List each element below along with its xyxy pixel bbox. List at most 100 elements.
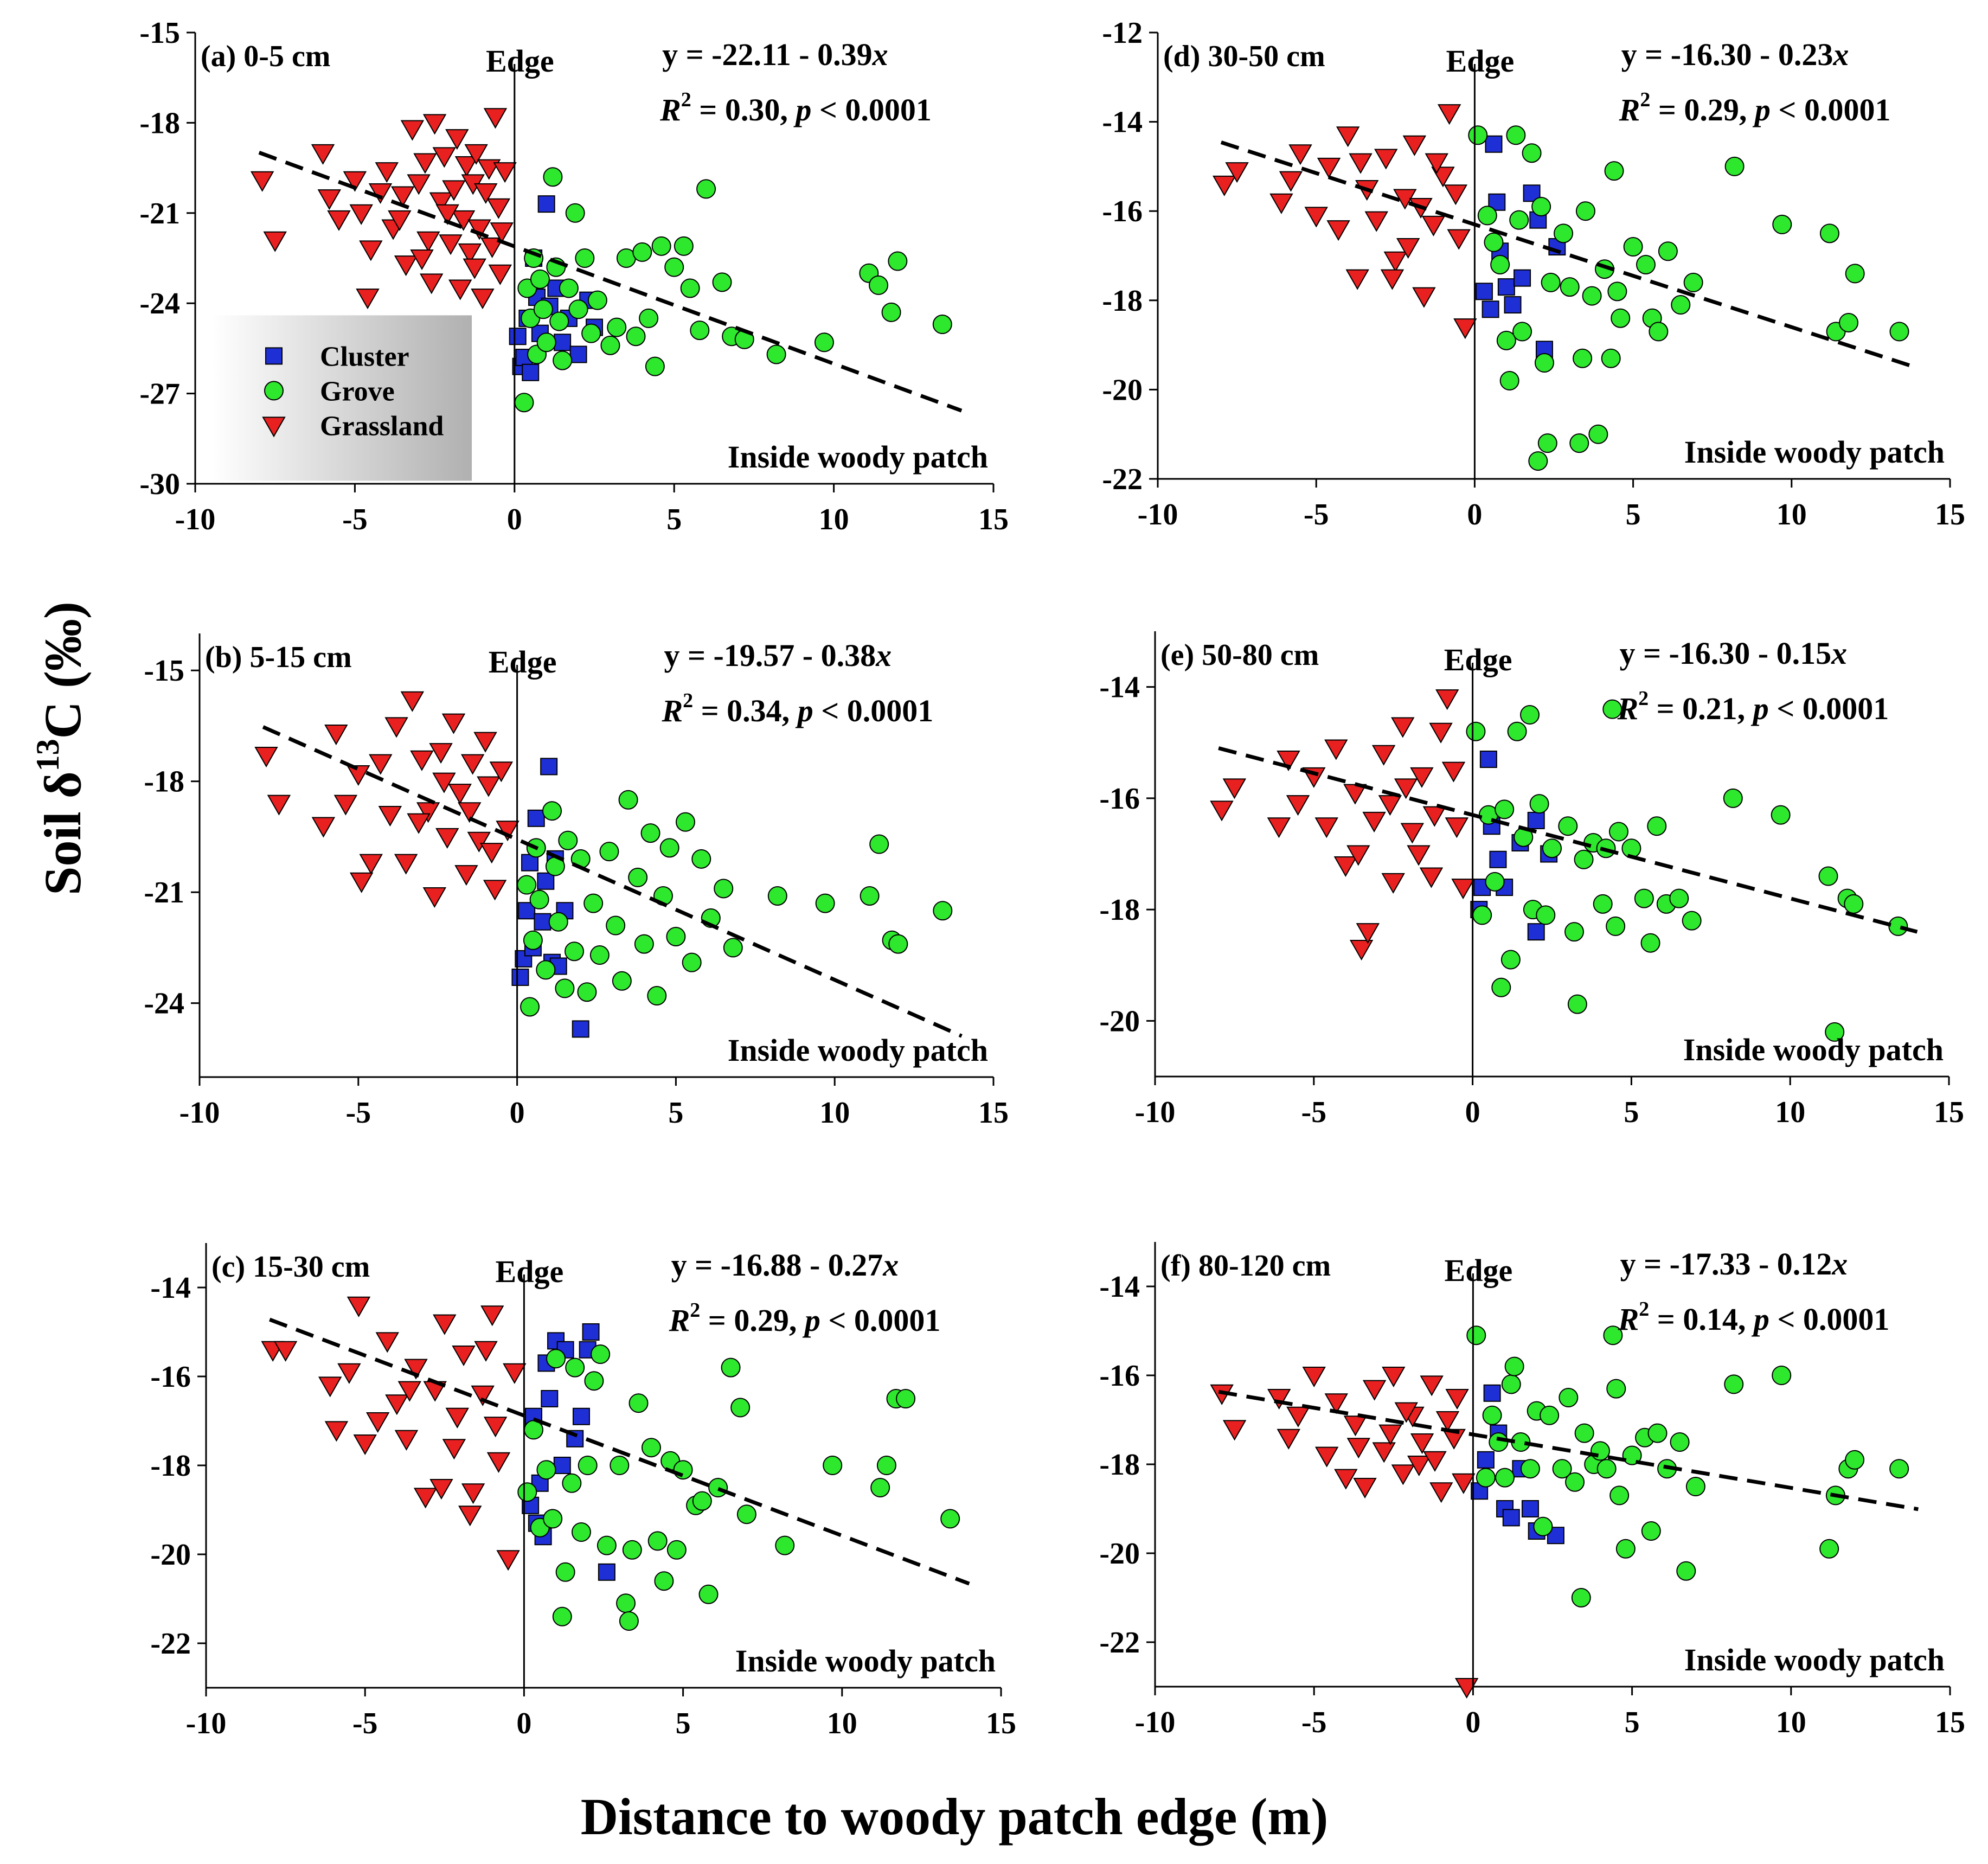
data-point-grove (1658, 241, 1678, 261)
data-point-grassland (397, 1381, 422, 1402)
data-point-grassland (388, 210, 412, 231)
x-tick-label: -10 (1138, 498, 1178, 531)
data-point-grove (680, 278, 700, 298)
data-point-grassland (349, 872, 374, 893)
data-point-grove (645, 356, 665, 376)
data-point-grove (1569, 433, 1589, 453)
data-point-cluster (1514, 269, 1531, 287)
data-point-grove (607, 317, 627, 337)
data-point-grove (575, 248, 595, 268)
data-point-grassland (1362, 811, 1386, 832)
data-point-grassland (467, 831, 491, 853)
data-point-grassland (496, 1550, 520, 1571)
data-point-grove (552, 1606, 572, 1626)
data-point-grove (1509, 210, 1529, 230)
r2-value: = 0.21, (1649, 691, 1753, 726)
data-point-grassland (1447, 229, 1471, 250)
x-tick-label: 5 (1625, 1706, 1640, 1739)
data-point-grassland (1333, 856, 1358, 877)
data-point-grove (698, 1584, 719, 1604)
data-point-grove (1554, 223, 1574, 244)
data-point-grassland (1210, 800, 1234, 822)
p-value: < 0.0001 (811, 92, 932, 127)
data-point-cluster (1479, 751, 1497, 768)
legend-box (211, 315, 472, 481)
data-point-grassland (480, 843, 504, 864)
data-point-grove (1567, 994, 1587, 1014)
data-point-grove (1604, 161, 1624, 181)
data-point-grove (714, 879, 734, 899)
r2-value: = 0.29, (1650, 92, 1755, 127)
data-point-grove (1889, 1459, 1909, 1479)
data-point-grassland (263, 231, 287, 252)
inside-label: Inside woody patch (735, 1643, 996, 1679)
data-point-grove (1602, 699, 1623, 719)
data-point-grove (549, 311, 569, 331)
data-point-grassland (1356, 923, 1380, 944)
data-point-grassland (359, 854, 383, 875)
data-point-grassland (407, 174, 431, 195)
chart-panel: -10 -5 0 5 10 15 -20 -18 -16 -14 (e) 50-80 cm Edge I… (1099, 631, 1964, 1129)
data-point-grassland (1444, 184, 1468, 206)
p-value: < 0.0001 (1771, 92, 1891, 127)
data-point-grove (647, 986, 667, 1006)
data-point-grove (1670, 1432, 1690, 1452)
x-tick-label: 0 (507, 503, 522, 536)
data-point-grove (1606, 916, 1626, 936)
data-point-grove (622, 1540, 642, 1560)
data-point-grassland (1425, 153, 1448, 174)
data-point-grove (1606, 1379, 1626, 1399)
x-tick-label: 5 (676, 1707, 691, 1740)
data-point-grove (530, 269, 550, 289)
data-point-grove (583, 893, 604, 913)
data-point-grove (619, 1611, 639, 1631)
data-point-grove (666, 1540, 687, 1560)
data-point-grove (1671, 295, 1691, 315)
data-point-grassland (474, 183, 498, 204)
data-point-grassland (1364, 211, 1388, 232)
legend-label-cluster: Cluster (320, 341, 409, 372)
data-point-grove (543, 1509, 563, 1529)
data-point-grove (1522, 143, 1542, 163)
legend-marker-grassland (262, 417, 286, 438)
data-point-grassland (1277, 751, 1300, 772)
data-point-grove (1634, 888, 1654, 908)
data-point-grove (1601, 348, 1621, 368)
data-point-grassland (1213, 175, 1236, 196)
data-point-grove (692, 1491, 712, 1511)
data-point-grassland (1441, 761, 1466, 783)
data-point-grassland (477, 159, 501, 180)
data-point-grassland (483, 108, 508, 129)
data-point-grove (1507, 721, 1527, 741)
data-point-grassland (433, 1314, 457, 1335)
p-symbol: p (1750, 691, 1769, 726)
data-point-grassland (1324, 1393, 1348, 1414)
data-point-grassland (1402, 135, 1427, 156)
data-point-grassland (347, 1296, 371, 1317)
data-point-grove (1476, 1468, 1496, 1488)
data-point-grove (536, 332, 556, 353)
data-point-grove (1466, 721, 1486, 741)
data-point-grove (1520, 1459, 1540, 1479)
data-point-grassland (1371, 745, 1396, 766)
data-point-grove (1504, 1356, 1524, 1376)
data-point-grove (696, 179, 716, 199)
data-point-grassland (442, 1439, 466, 1460)
y-tick-label: -14 (1099, 671, 1140, 704)
data-point-grove (933, 901, 953, 921)
r2-superscript: 2 (1638, 687, 1649, 710)
data-point-grassland (1225, 162, 1249, 183)
data-point-grove (814, 332, 834, 353)
data-point-grassland (429, 192, 453, 213)
data-point-grove (712, 272, 732, 292)
data-point-grove (555, 978, 575, 998)
data-point-grove (543, 167, 563, 187)
data-point-grove (559, 278, 579, 298)
r2-superscript: 2 (683, 689, 693, 712)
data-point-grassland (1437, 104, 1461, 125)
data-point-cluster (1483, 1384, 1501, 1402)
data-point-grove (869, 275, 889, 295)
data-point-grassland (1422, 806, 1447, 827)
data-point-grassland (327, 210, 351, 231)
data-point-grassland (1267, 817, 1291, 838)
